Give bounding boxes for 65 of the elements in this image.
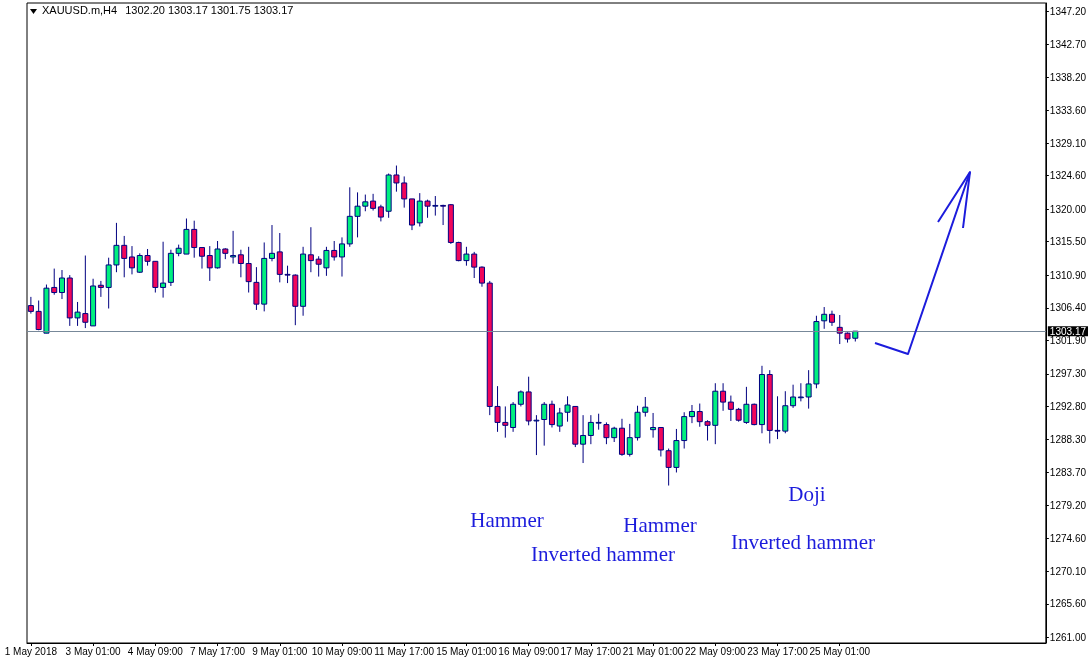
candlestick [97, 280, 104, 298]
y-tick-label: 1310.90 [1049, 269, 1087, 281]
x-tick-label: 21 May 01:00 [622, 645, 684, 657]
x-tick-label: 23 May 17:00 [747, 645, 809, 657]
candlestick [720, 382, 727, 412]
x-tick-label: 11 May 17:00 [374, 645, 435, 657]
candlestick [129, 245, 135, 275]
y-tick-label: 1306.40 [1049, 302, 1087, 314]
y-tick-label: 1297.30 [1049, 368, 1087, 380]
candlestick [688, 404, 695, 424]
y-tick-label: 1283.70 [1049, 466, 1087, 478]
annotation: Hammer [470, 508, 544, 532]
y-tick-label: 1342.70 [1049, 38, 1087, 50]
x-tick-label: 16 May 09:00 [498, 645, 560, 657]
y-tick-label: 1288.30 [1049, 433, 1087, 445]
y-tick-label: 1261.00 [1049, 631, 1087, 643]
y-tick-label: 1347.20 [1049, 6, 1087, 18]
y-tick-label: 1333.60 [1049, 104, 1087, 116]
y-tick-label: 1274.60 [1049, 533, 1087, 545]
x-tick-label: 1 May 2018 [4, 645, 58, 657]
x-tick-label: 25 May 01:00 [809, 645, 871, 657]
chart-title: XAUUSD.m,H4 [42, 4, 118, 16]
annotation: Hammer [623, 513, 697, 537]
candlestick [790, 384, 797, 409]
candlestick [27, 296, 34, 315]
candlestick [307, 226, 314, 273]
candlestick [198, 247, 205, 270]
y-tick-label: 1324.60 [1049, 170, 1087, 182]
candlestick [245, 246, 252, 294]
candlestick [580, 414, 587, 464]
candlestick [59, 269, 65, 300]
candlestick [268, 224, 275, 262]
candlestick [370, 193, 377, 212]
y-tick-label: 1329.10 [1049, 137, 1087, 149]
y-tick-label: 1315.50 [1049, 236, 1087, 248]
y-tick-label: 1292.80 [1049, 400, 1087, 412]
y-tick-label: 1301.90 [1049, 334, 1087, 346]
candlestick [541, 401, 548, 447]
chart-subtitle: 1302.20 1303.17 1301.75 1303.17 [125, 4, 294, 16]
y-tick-label: 1265.60 [1049, 598, 1087, 610]
x-tick-label: 3 May 01:00 [65, 645, 122, 657]
x-tick-label: 15 May 01:00 [436, 645, 498, 657]
y-tick-label: 1279.20 [1049, 499, 1087, 511]
x-tick-label: 22 May 09:00 [685, 645, 747, 657]
x-tick-label: 4 May 09:00 [127, 645, 184, 657]
y-tick-label: 1338.20 [1049, 71, 1087, 83]
x-tick-label: 9 May 01:00 [252, 645, 308, 657]
y-tick-label: 1270.10 [1049, 565, 1087, 577]
candlestick [548, 400, 555, 428]
annotation: Inverted hammer [530, 542, 676, 566]
candlestick [821, 306, 828, 330]
annotation: Doji [788, 482, 826, 506]
candlestick [230, 230, 237, 264]
x-tick-label: 10 May 09:00 [311, 645, 373, 657]
x-tick-label: 17 May 17:00 [560, 645, 622, 657]
candlestick [510, 401, 517, 433]
x-tick-label: 7 May 17:00 [190, 645, 246, 657]
candlestick [650, 412, 657, 439]
candlestick [478, 265, 485, 288]
y-tick-label: 1320.00 [1049, 203, 1087, 215]
candlestick [237, 249, 244, 278]
annotation: Inverted hammer [730, 530, 876, 554]
candlestick [160, 241, 167, 299]
ref-line-label: 1303.17 [1049, 325, 1087, 337]
candlestick [338, 236, 345, 278]
